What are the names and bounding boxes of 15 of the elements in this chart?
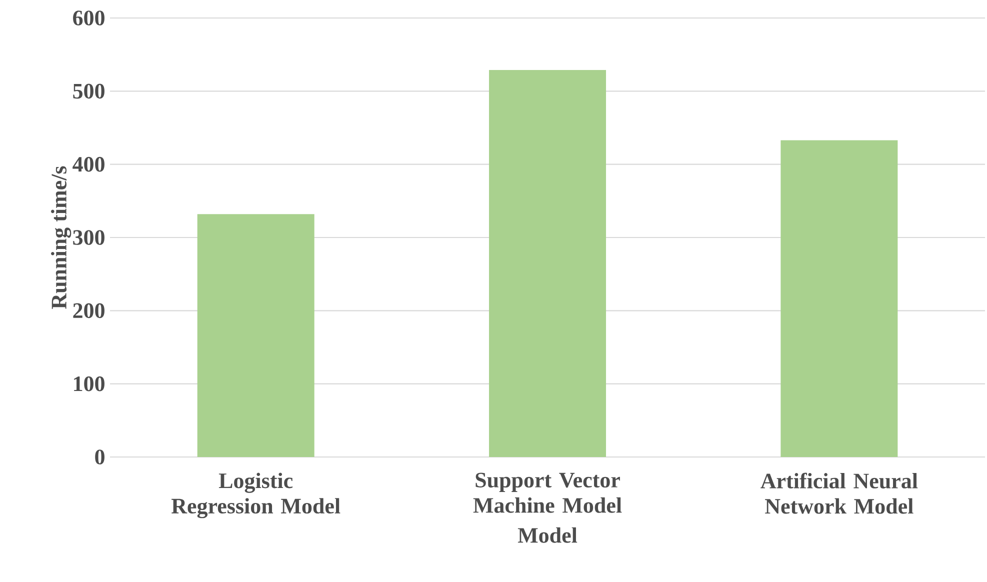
y-tick-label: 600 <box>73 10 104 26</box>
x-axis-title: Model <box>518 527 578 543</box>
x-tick-label: Logistic Regression Model <box>171 472 340 518</box>
y-axis-title: Running time/s <box>51 166 72 309</box>
y-tick-label: 500 <box>73 84 104 99</box>
y-tick-label: 0 <box>95 450 104 464</box>
bar <box>197 214 314 457</box>
bar <box>489 70 606 457</box>
bar <box>780 140 898 457</box>
y-tick-label: 400 <box>72 156 104 172</box>
x-tick-label: Artificial Neural Network Model <box>760 472 918 514</box>
x-tick-label: Support Vector Machine Model <box>473 472 622 513</box>
y-tick-label: 100 <box>74 376 104 392</box>
y-tick-label: 200 <box>73 303 104 318</box>
y-tick-label: 300 <box>73 230 104 245</box>
